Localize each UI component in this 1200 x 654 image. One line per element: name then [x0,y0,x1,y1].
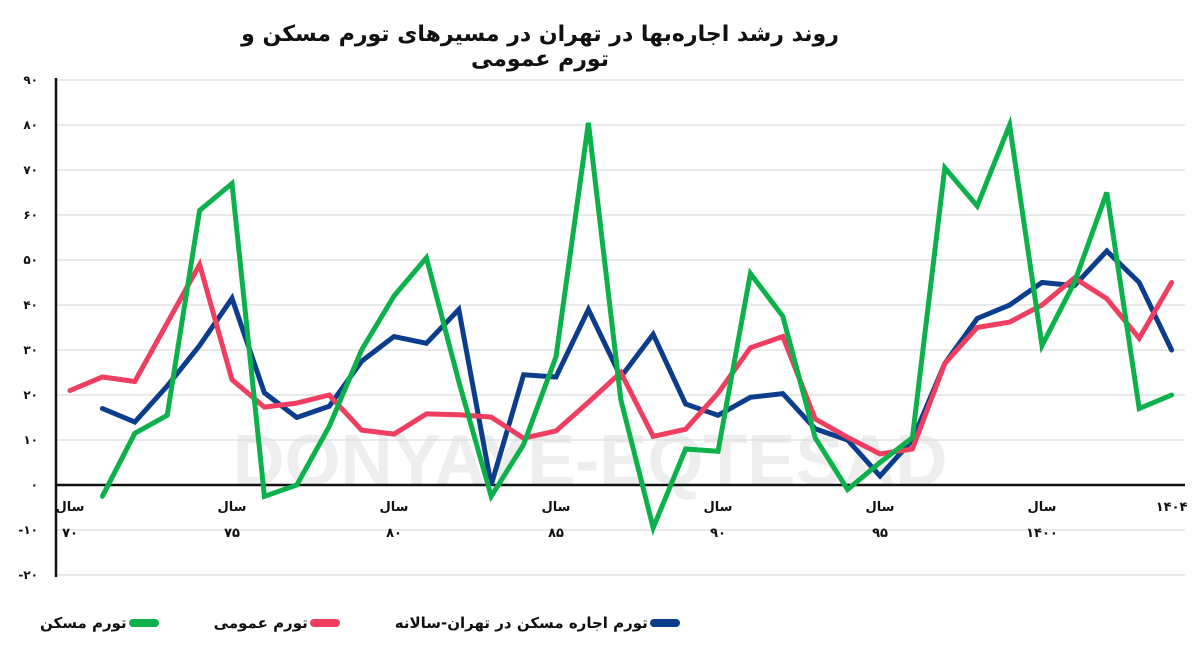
x-tick-label: سال [380,500,409,515]
x-tick-year: ۹۰ [710,526,726,541]
y-tick-label: ۱۰ [23,433,38,447]
legend-swatch-icon [649,619,680,627]
legend-swatch-icon [309,619,340,627]
x-tick-year: ۷۵ [224,526,240,541]
legend-item-general-inflation: تورم عمومی [214,614,340,632]
y-tick-label: ۸۰ [23,118,38,132]
x-tick-year: ۸۵ [548,526,564,541]
x-tick-label: سال [1028,500,1057,515]
y-tick-label: ۲۰ [23,388,38,402]
x-tick-label: سال [866,500,895,515]
legend: تورم مسکن تورم عمومی تورم اجاره مسکن در … [40,614,680,632]
y-tick-label: ۹۰ [23,73,38,87]
x-tick-label: ۱۴۰۴ [1156,500,1188,515]
y-tick-label: -۱۰ [18,523,38,537]
x-tick-label: سال [704,500,733,515]
y-tick-label: ۳۰ [23,343,38,357]
series-line-2 [99,115,1175,536]
legend-swatch-icon [128,619,159,627]
legend-label: تورم اجاره مسکن در تهران-سالانه [394,614,648,632]
x-tick-year: ۷۰ [62,526,78,541]
x-tick-label: سال [542,500,571,515]
legend-item-rent-inflation: تورم اجاره مسکن در تهران-سالانه [395,614,680,632]
x-tick-year: ۸۰ [386,526,402,541]
y-tick-label: ۴۰ [23,298,38,312]
x-tick-year: ۹۵ [872,526,888,541]
y-tick-label: ۶۰ [23,208,38,222]
x-tick-label: سال [56,500,85,515]
y-tick-label: ۷۰ [23,163,38,177]
y-tick-label: ۰ [31,478,38,492]
legend-item-housing-inflation: تورم مسکن [40,614,159,632]
y-tick-label: -۲۰ [18,568,38,582]
x-tick-label: سال [218,500,247,515]
y-tick-label: ۵۰ [23,253,38,267]
x-tick-year: ۱۴۰۰ [1026,526,1058,541]
legend-label: تورم عمومی [213,614,308,632]
legend-label: تورم مسکن [40,614,127,632]
chart-title: روند رشد اجاره‌بها در تهران در مسیرهای ت… [241,22,839,72]
